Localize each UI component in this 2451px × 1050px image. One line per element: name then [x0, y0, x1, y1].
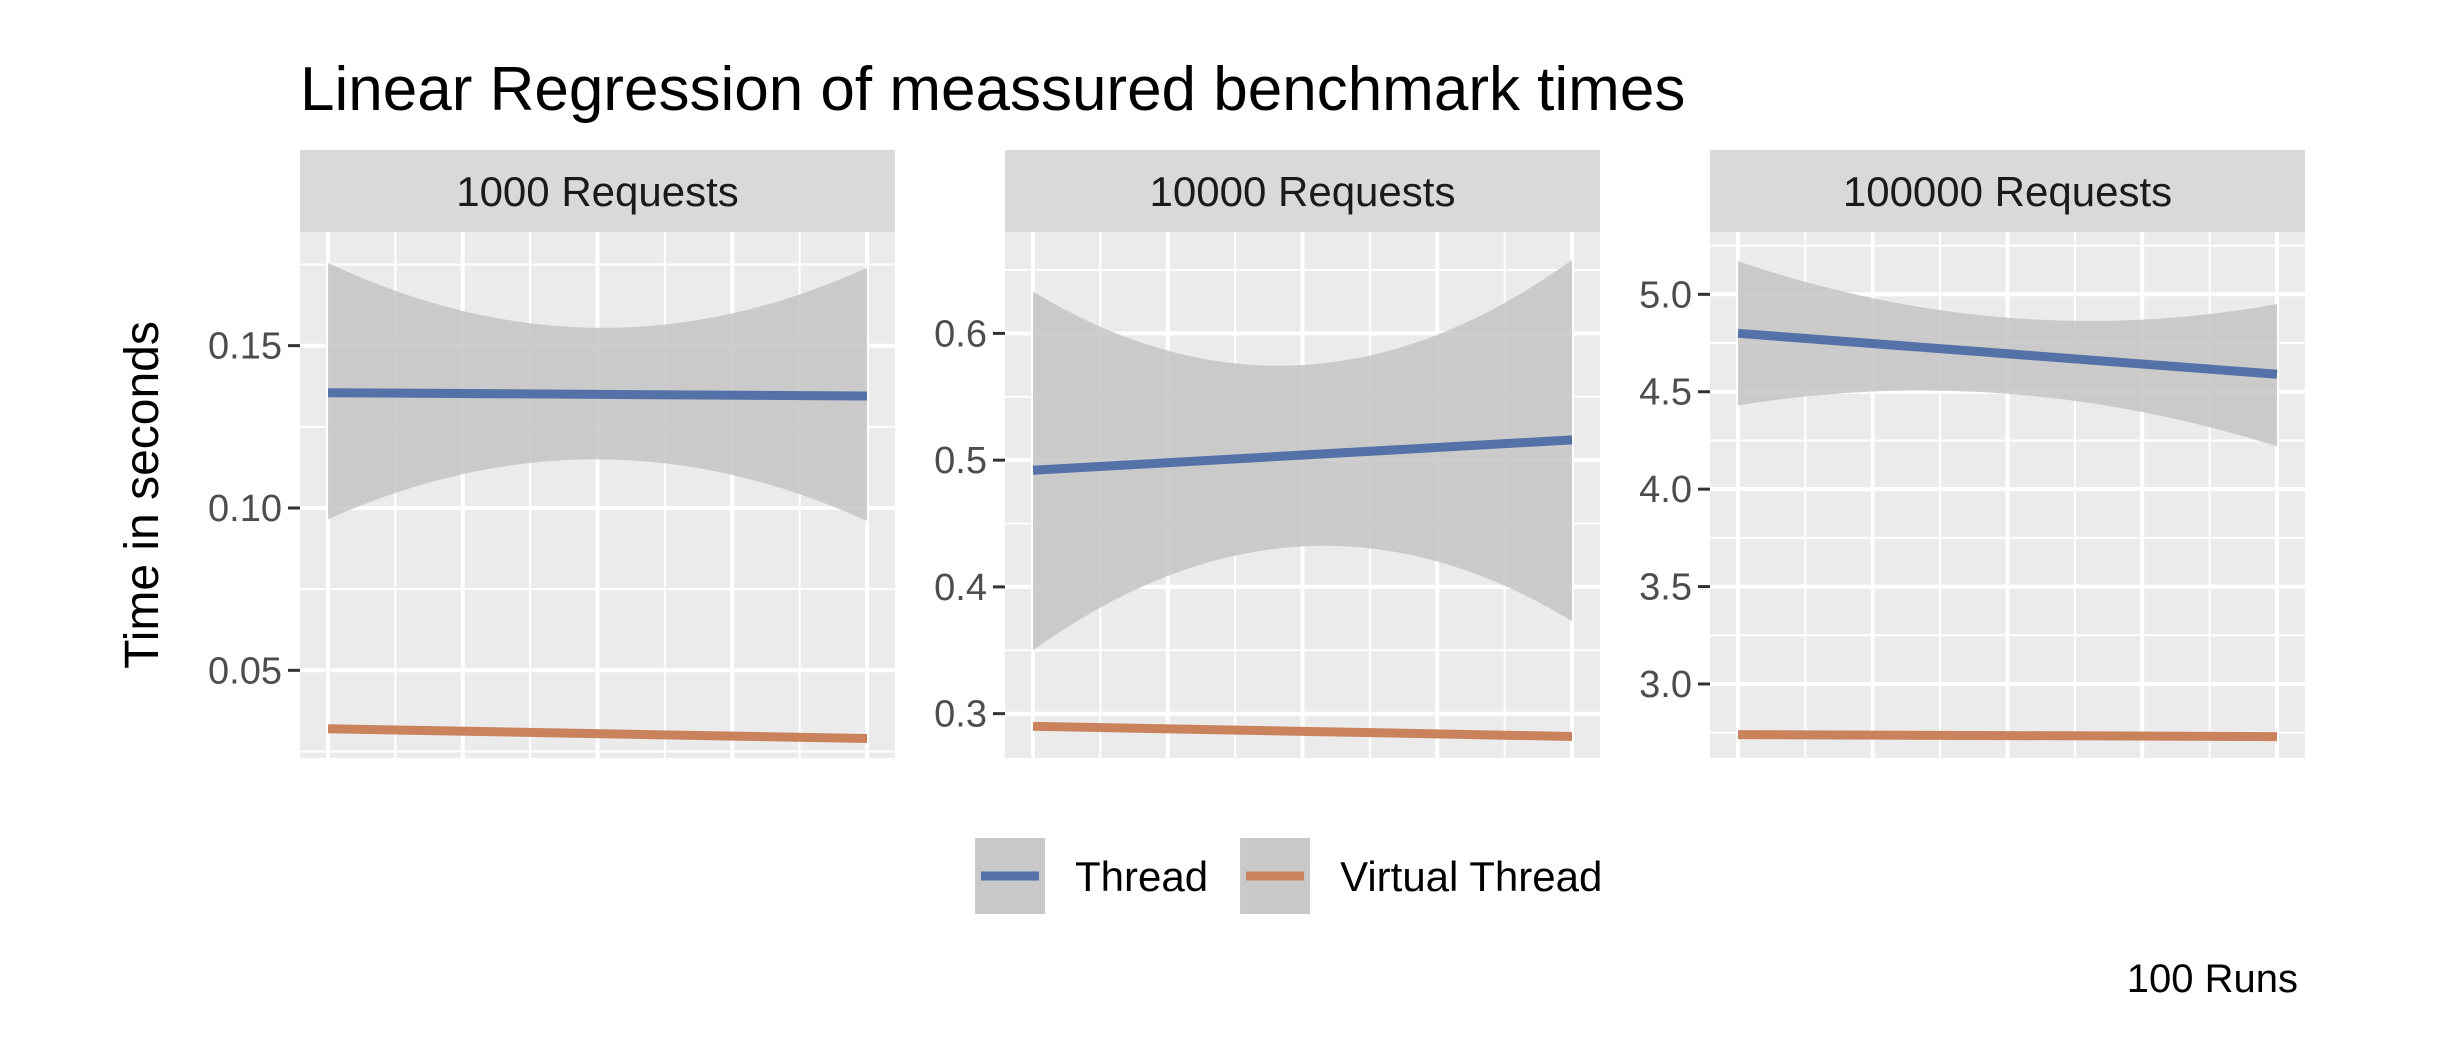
legend-label: Virtual Thread	[1340, 853, 1602, 900]
regression-line-thread	[327, 388, 868, 401]
regression-line-thread	[1737, 328, 2278, 379]
regression-line-virtual-thread	[327, 724, 868, 744]
y-tick-label: 0.6	[934, 313, 987, 355]
regression-line-virtual-thread	[1032, 721, 1573, 741]
y-axis-label: Time in seconds	[116, 321, 169, 669]
facet-strip	[1710, 150, 2305, 232]
y-tick-label: 3.0	[1639, 664, 1692, 706]
facet-1000-requests: 1000 Requests 0.05 0.10 0.15	[208, 150, 895, 758]
y-tick-label: 0.5	[934, 440, 987, 482]
legend-item-thread: Thread	[975, 838, 1208, 914]
y-tick-label: 0.05	[208, 650, 282, 692]
regression-line-thread	[1032, 435, 1573, 475]
regression-line-virtual-thread	[1737, 730, 2278, 742]
facet-strip-label: 10000 Requests	[1150, 168, 1456, 215]
y-tick-label: 0.3	[934, 694, 987, 736]
facet-strip-label: 1000 Requests	[456, 168, 739, 215]
y-tick-label: 5.0	[1639, 274, 1692, 316]
facet-panels: 1000 Requests 0.05 0.10 0.15 10000 Requests 0…	[208, 150, 2305, 758]
facet-strip-label: 100000 Requests	[1843, 168, 2172, 215]
y-tick-label: 0.15	[208, 326, 282, 368]
legend-label: Thread	[1075, 853, 1208, 900]
legend: Thread Virtual Thread	[975, 838, 1602, 914]
chart-title: Linear Regression of meassured benchmark…	[300, 55, 1685, 124]
facet-100000-requests: 100000 Requests 3.0 3.5 4.0 4.5 5.0	[1639, 150, 2305, 758]
facet-10000-requests: 10000 Requests 0.3 0.4 0.5 0.6	[934, 150, 1600, 758]
y-tick-label: 0.10	[208, 488, 282, 530]
facet-strip	[1005, 150, 1600, 232]
chart-caption: 100 Runs	[2127, 957, 2298, 1001]
y-tick-label: 3.5	[1639, 567, 1692, 609]
facet-strip	[300, 150, 895, 232]
y-tick-label: 0.4	[934, 567, 987, 609]
y-tick-label: 4.0	[1639, 469, 1692, 511]
legend-item-virtual-thread: Virtual Thread	[1240, 838, 1602, 914]
y-tick-label: 4.5	[1639, 372, 1692, 414]
